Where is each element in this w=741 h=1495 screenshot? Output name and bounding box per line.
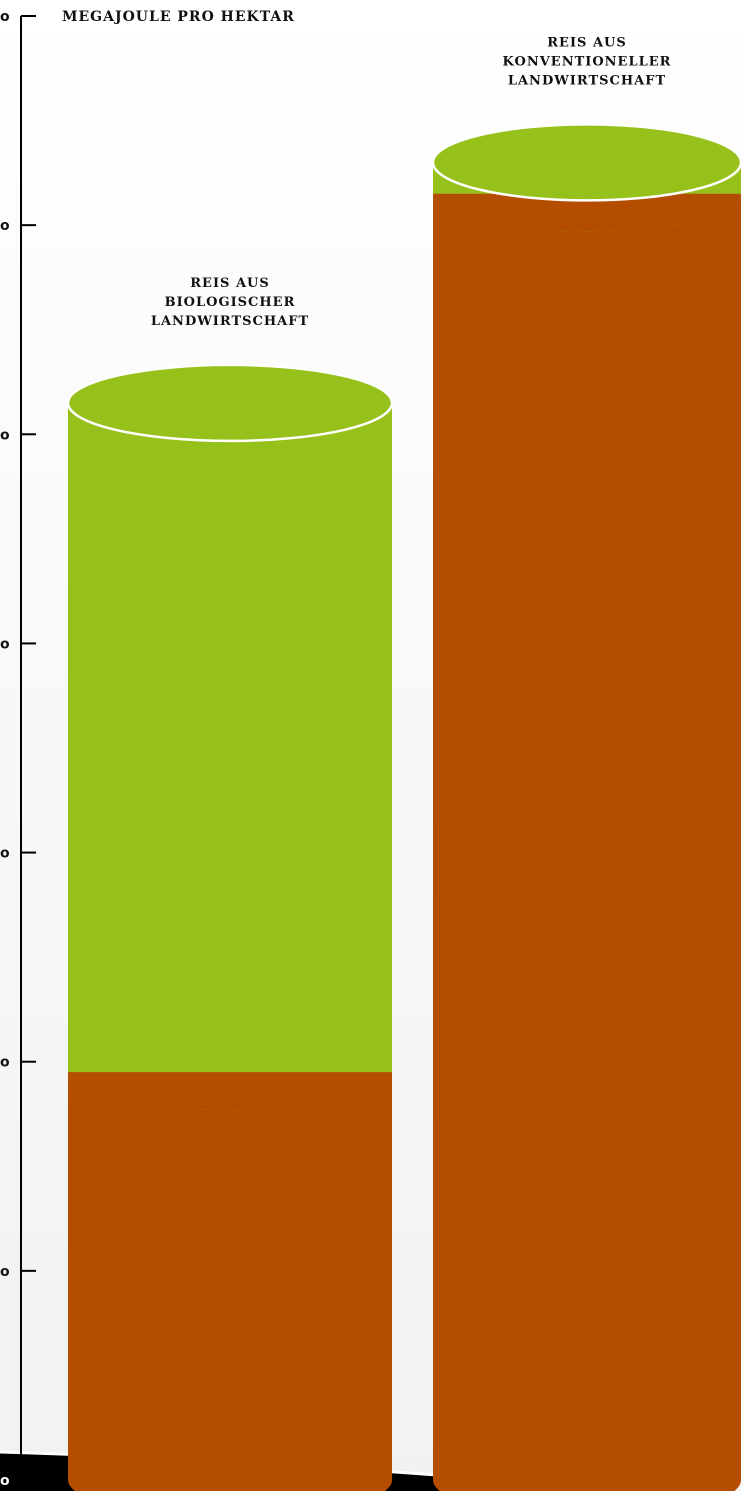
y-tick-label: o (0, 427, 10, 443)
y-tick-label: o (0, 846, 10, 862)
y-axis-label: MEGAJOULE PRO HEKTAR (62, 9, 295, 25)
y-tick-label: o (0, 9, 10, 25)
bar-top-cap (431, 123, 741, 202)
bar-top-cap (66, 363, 394, 443)
y-tick-label: o (0, 218, 10, 234)
category-label: REIS AUS BIOLOGISCHER LANDWIRTSCHAFT (151, 276, 309, 329)
bar-segment (68, 402, 392, 1111)
bar-group (431, 123, 741, 1495)
y-tick-label: o (0, 1055, 10, 1071)
category-labels: REIS AUS BIOLOGISCHER LANDWIRTSCHAFT REIS A… (151, 35, 672, 329)
bars (66, 123, 741, 1495)
bar-segment-curve (433, 193, 741, 232)
y-axis-ticks: o o o o o o o o (0, 9, 36, 1489)
category-label: REIS AUS KONVENTIONELLER LANDWIRTSCHAFT (503, 35, 672, 88)
bar-group (66, 363, 394, 1495)
bar-segment (68, 1072, 392, 1495)
y-tick-label: o (0, 1473, 10, 1489)
y-tick-label: o (0, 636, 10, 652)
bar-segment (433, 193, 741, 1495)
y-tick-label: o (0, 1264, 10, 1280)
bar-segment-curve (68, 1072, 392, 1111)
